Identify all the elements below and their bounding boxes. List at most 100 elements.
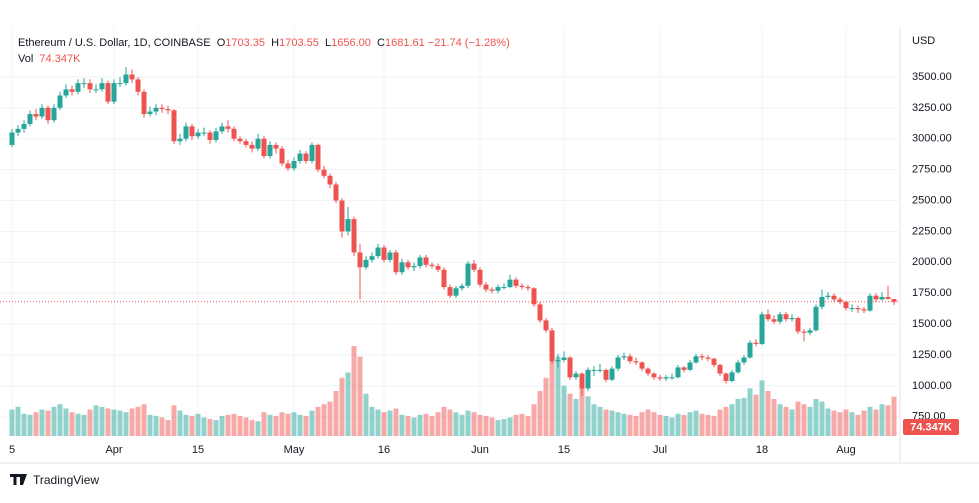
volume-bar: [597, 406, 603, 436]
candle-body: [657, 377, 663, 379]
volume-bar: [447, 409, 453, 436]
volume-bar: [579, 377, 585, 436]
candle-body: [471, 263, 477, 270]
candle-body: [861, 309, 867, 311]
candle-body: [375, 247, 381, 257]
volume-bar: [375, 409, 381, 436]
legend: Ethereum / U.S. Dollar, 1D, COINBASE O17…: [18, 35, 510, 67]
candle-body: [387, 252, 393, 260]
candle-body: [153, 107, 159, 112]
candle-body: [273, 144, 279, 149]
volume-bar: [393, 408, 399, 436]
x-tick-label: 5: [9, 444, 15, 456]
volume-bar: [591, 404, 597, 436]
candle-body: [423, 257, 429, 265]
candle-body: [795, 317, 801, 332]
candle-body: [543, 320, 549, 331]
volume-bar: [465, 410, 471, 436]
volume-bar: [309, 410, 315, 436]
volume-bar: [753, 394, 759, 436]
x-tick-label: 15: [558, 444, 570, 456]
candle-body: [393, 252, 399, 273]
volume-bar: [189, 415, 195, 436]
volume-bar: [225, 414, 231, 436]
volume-bar: [279, 412, 285, 436]
candle-body: [255, 138, 261, 149]
ohlc-value: 1681.61: [384, 37, 425, 49]
volume-bar: [855, 414, 861, 436]
ohlc-value: 1703.35: [225, 37, 266, 49]
candle-body: [93, 89, 99, 91]
volume-bar: [9, 409, 15, 436]
volume-bar: [411, 417, 417, 436]
candle-body: [789, 317, 795, 320]
candle-body: [321, 169, 327, 176]
candle-body: [501, 287, 507, 289]
volume-bar: [51, 406, 57, 436]
x-tick-label: Jun: [471, 444, 489, 456]
volume-bar: [147, 414, 153, 436]
volume-bar: [477, 414, 483, 436]
candle-body: [189, 126, 195, 137]
volume-bar: [369, 406, 375, 436]
candle-body: [483, 284, 489, 290]
candle-body: [417, 257, 423, 267]
volume-bar: [627, 414, 633, 436]
y-tick-label: 3500.00: [912, 71, 952, 83]
candle-body: [165, 109, 171, 111]
volume-bar: [483, 415, 489, 436]
candle-body: [885, 296, 891, 300]
candle-body: [159, 107, 165, 110]
candle-body: [399, 262, 405, 273]
candles: [9, 67, 897, 396]
candle-body: [405, 262, 411, 268]
volume-name: Vol: [18, 53, 34, 65]
candle-body: [489, 289, 495, 291]
ohlc-value: 1703.55: [279, 37, 319, 49]
candle-body: [243, 141, 249, 145]
volume-bar: [117, 410, 123, 436]
volume-bar: [261, 412, 267, 436]
volume-bar: [105, 408, 111, 436]
candle-body: [531, 288, 537, 305]
volume-bar: [801, 404, 807, 436]
ohlc: O1703.35 H1703.55 L1656.00 C1681.61: [211, 37, 425, 49]
volume-bar: [183, 414, 189, 436]
candle-body: [615, 357, 621, 369]
volume-bar: [651, 412, 657, 436]
candle-body: [765, 314, 771, 320]
candle-body: [381, 247, 387, 260]
volume-bar: [339, 377, 345, 436]
candle-body: [309, 144, 315, 161]
volume-bar: [681, 414, 687, 436]
volume-bar: [267, 414, 273, 436]
volume-bar: [159, 417, 165, 436]
candle-body: [627, 356, 633, 362]
volume-bar: [513, 414, 519, 436]
candle-body: [87, 83, 93, 90]
candle-body: [867, 295, 873, 311]
volume-bar: [429, 415, 435, 436]
candle-body: [63, 89, 69, 96]
volume-bar: [669, 417, 675, 436]
legend-row: Vol 74.347K: [18, 51, 510, 67]
candle-body: [573, 373, 579, 378]
y-tick-label: 3000.00: [912, 133, 952, 145]
candle-body: [99, 83, 105, 90]
candle-body: [741, 357, 747, 363]
volume-bar: [213, 420, 219, 436]
candle-body: [519, 285, 525, 288]
volume-bar: [573, 398, 579, 436]
candle-body: [873, 295, 879, 300]
candle-body: [75, 83, 81, 92]
volume-bar: [633, 415, 639, 436]
y-tick-label: 1750.00: [912, 287, 952, 299]
candle-body: [135, 79, 141, 92]
volume-bar: [843, 409, 849, 436]
candle-body: [141, 91, 147, 115]
currency: USD: [912, 35, 935, 47]
volume-bar: [399, 414, 405, 436]
volume-bar: [735, 398, 741, 436]
candle-body: [33, 114, 39, 117]
volume-bar: [327, 401, 333, 436]
